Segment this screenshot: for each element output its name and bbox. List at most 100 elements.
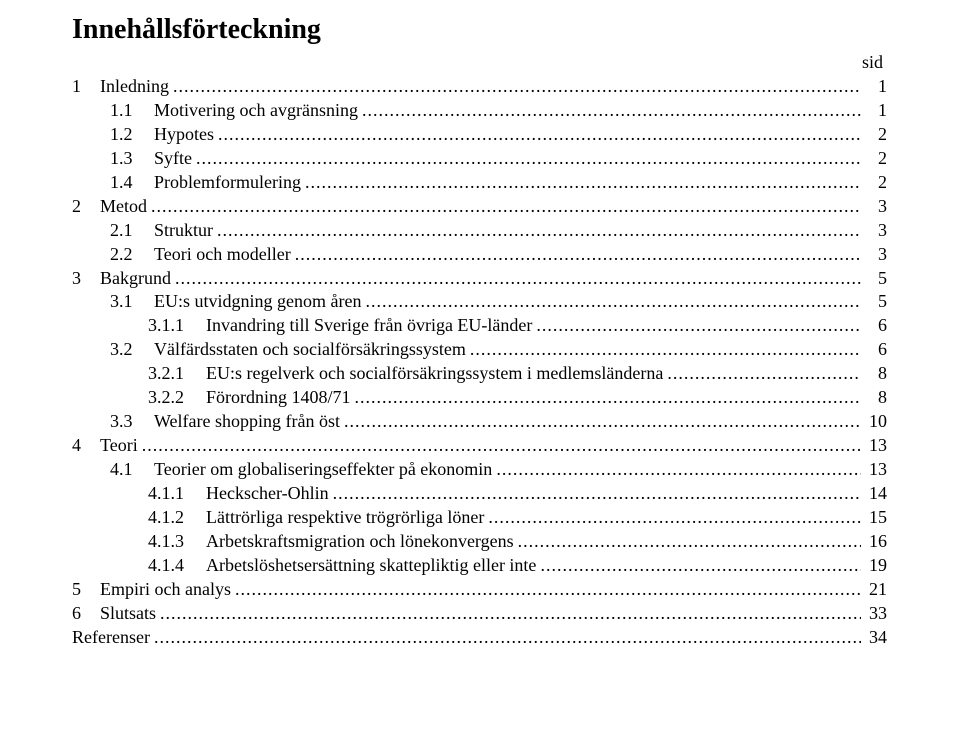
toc-entry-number: 1.3 — [110, 147, 154, 171]
toc-title: Innehållsförteckning — [72, 14, 887, 46]
toc-leader-dots — [218, 123, 861, 147]
toc-leader-dots — [344, 410, 861, 434]
toc-leader-dots — [518, 530, 861, 554]
toc-entry-page: 13 — [865, 434, 887, 458]
toc-leader-dots — [365, 290, 861, 314]
toc-entry-number: 3.2.2 — [148, 386, 206, 410]
toc-entry-number: 2.2 — [110, 243, 154, 267]
toc-entry-text: Welfare shopping från öst — [154, 410, 340, 434]
toc-entry-number: 4 — [72, 434, 100, 458]
toc-entry-text: Bakgrund — [100, 267, 171, 291]
toc-entry-page: 14 — [865, 482, 887, 506]
toc-entry-page: 33 — [865, 602, 887, 626]
toc-entry: 3.2.1EU:s regelverk och socialförsäkring… — [72, 362, 887, 386]
toc-entry-number: 1.1 — [110, 99, 154, 123]
toc-entry: 1.2Hypotes 2 — [72, 123, 887, 147]
toc-entry: 1Inledning1 — [72, 75, 887, 99]
toc-entry-number: 1 — [72, 75, 100, 99]
toc-entry: 2.1Struktur3 — [72, 219, 887, 243]
toc-entry-number: 3.2 — [110, 338, 154, 362]
toc-entry-text: EU:s utvidgning genom åren — [154, 290, 361, 314]
toc-entry: 1.4Problemformulering 2 — [72, 171, 887, 195]
toc-entry-text: Metod — [100, 195, 147, 219]
toc-entry: 6Slutsats 33 — [72, 602, 887, 626]
toc-leader-dots — [355, 386, 861, 410]
toc-entry-number: 3.2.1 — [148, 362, 206, 386]
toc-entry: 1.1Motivering och avgränsning1 — [72, 99, 887, 123]
toc-entry-page: 15 — [865, 506, 887, 530]
toc-entry-number: 4.1.1 — [148, 482, 206, 506]
toc-entry-text: Arbetslöshetsersättning skattepliktig el… — [206, 554, 536, 578]
toc-entry-text: Välfärdsstaten och socialförsäkringssyst… — [154, 338, 466, 362]
toc-leader-dots — [154, 626, 861, 650]
toc-entry: 3Bakgrund 5 — [72, 267, 887, 291]
toc-entry-text: Empiri och analys — [100, 578, 231, 602]
toc-entry: 1.3Syfte 2 — [72, 147, 887, 171]
toc-entry: 3.1EU:s utvidgning genom åren5 — [72, 290, 887, 314]
toc-leader-dots — [173, 75, 861, 99]
toc-entry-number: 4.1 — [110, 458, 154, 482]
toc-entry-text: Invandring till Sverige från övriga EU-l… — [206, 314, 532, 338]
toc-entry-text: Teori — [100, 434, 138, 458]
toc-entry-number: 3.1.1 — [148, 314, 206, 338]
toc-entry-number: 6 — [72, 602, 100, 626]
toc-entry-text: Slutsats — [100, 602, 156, 626]
toc-leader-dots — [295, 243, 861, 267]
toc-entry-page: 21 — [865, 578, 887, 602]
toc-entry-page: 13 — [865, 458, 887, 482]
sid-label: sid — [72, 52, 887, 73]
toc-leader-dots — [470, 338, 861, 362]
toc-leader-dots — [305, 171, 861, 195]
toc-entry-number: 3.3 — [110, 410, 154, 434]
toc-leader-dots — [196, 147, 861, 171]
toc-entry-page: 2 — [865, 123, 887, 147]
toc-entry-page: 34 — [865, 626, 887, 650]
toc-entry: 4.1.1Heckscher-Ohlin 14 — [72, 482, 887, 506]
toc-leader-dots — [362, 99, 861, 123]
toc-entry-text: Teorier om globaliseringseffekter på eko… — [154, 458, 492, 482]
toc-entry-page: 2 — [865, 147, 887, 171]
toc-entry-text: Problemformulering — [154, 171, 301, 195]
toc-entry-page: 19 — [865, 554, 887, 578]
toc-entry-number: 4.1.4 — [148, 554, 206, 578]
toc-entry-number: 1.2 — [110, 123, 154, 147]
toc-entry-text: EU:s regelverk och socialförsäkringssyst… — [206, 362, 663, 386]
toc-entry-text: Motivering och avgränsning — [154, 99, 358, 123]
toc-entry-page: 3 — [865, 243, 887, 267]
toc-entry-text: Struktur — [154, 219, 213, 243]
toc-entry: 5Empiri och analys 21 — [72, 578, 887, 602]
toc-entry-number: 1.4 — [110, 171, 154, 195]
toc-entry: 3.3Welfare shopping från öst10 — [72, 410, 887, 434]
toc-entry-page: 2 — [865, 171, 887, 195]
toc-entry-page: 3 — [865, 219, 887, 243]
toc-entry: 2Metod3 — [72, 195, 887, 219]
toc-leader-dots — [217, 219, 861, 243]
toc-entry-page: 5 — [865, 267, 887, 291]
toc-entry: 4Teori 13 — [72, 434, 887, 458]
toc-entry-number: 4.1.3 — [148, 530, 206, 554]
toc-entry-number: 5 — [72, 578, 100, 602]
toc-leader-dots — [536, 314, 861, 338]
toc-entry-text: Teori och modeller — [154, 243, 291, 267]
toc-entry-text: Förordning 1408/71 — [206, 386, 351, 410]
toc-leader-dots — [540, 554, 861, 578]
toc-leader-dots — [151, 195, 861, 219]
toc-entry-number: 3.1 — [110, 290, 154, 314]
toc-entry-number: 3 — [72, 267, 100, 291]
toc-leader-dots — [235, 578, 861, 602]
toc-entry: 3.2.2Förordning 1408/718 — [72, 386, 887, 410]
toc-entry-page: 6 — [865, 338, 887, 362]
toc-entry-text: Heckscher-Ohlin — [206, 482, 329, 506]
toc-entry-number: 4.1.2 — [148, 506, 206, 530]
toc-entry-text: Syfte — [154, 147, 192, 171]
toc-entry-page: 16 — [865, 530, 887, 554]
toc-entry-text: Inledning — [100, 75, 169, 99]
toc-leader-dots — [496, 458, 861, 482]
toc-entry: 4.1.3Arbetskraftsmigration och lönekonve… — [72, 530, 887, 554]
toc-entry-page: 3 — [865, 195, 887, 219]
toc-entry-text: Hypotes — [154, 123, 214, 147]
toc-entry: 4.1Teorier om globaliseringseffekter på … — [72, 458, 887, 482]
toc-entry: 4.1.4Arbetslöshetsersättning skatteplikt… — [72, 554, 887, 578]
toc-entry: 3.2Välfärdsstaten och socialförsäkringss… — [72, 338, 887, 362]
toc-entry-page: 8 — [865, 362, 887, 386]
